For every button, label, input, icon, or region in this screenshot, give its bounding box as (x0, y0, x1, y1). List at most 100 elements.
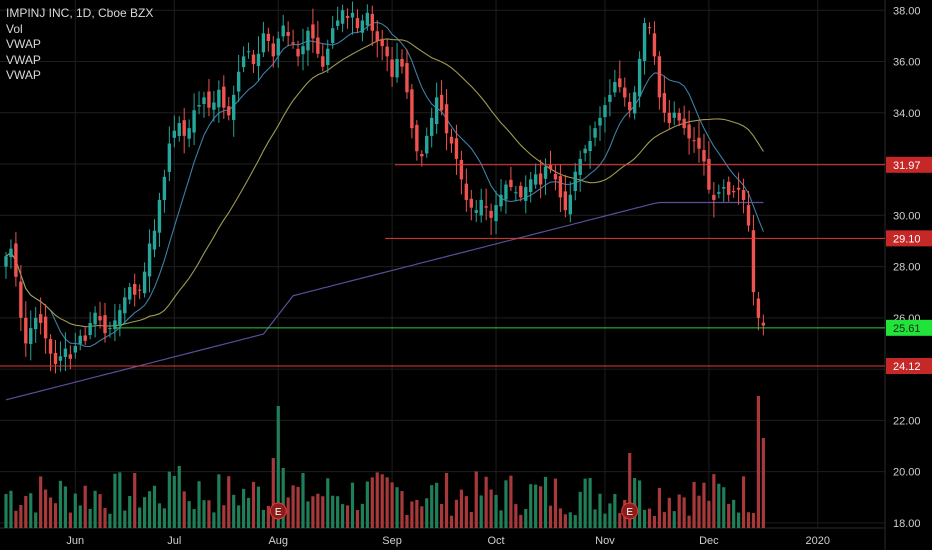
candle-body (340, 10, 345, 24)
volume-bar (529, 484, 533, 528)
candle-body (613, 82, 617, 93)
price-level-badge: 29.10 (886, 230, 932, 247)
candle-body (113, 320, 117, 330)
price-level-badge-box (886, 156, 932, 173)
candle-body (311, 24, 315, 39)
candle-body (103, 315, 107, 334)
candle-body (128, 287, 132, 300)
volume-series (4, 396, 765, 528)
volume-bar (682, 497, 686, 528)
price-level-badge: 31.97 (886, 156, 932, 173)
candle-body (707, 158, 711, 190)
candle-body (157, 199, 162, 233)
candle-body (98, 316, 102, 321)
candle-body (543, 166, 548, 179)
volume-bar (212, 512, 216, 528)
candle-body (380, 38, 384, 47)
volume-bar (509, 475, 513, 528)
candle-body (162, 176, 167, 201)
candle-body (444, 104, 449, 134)
candle-body (608, 94, 612, 102)
candle-body (93, 312, 97, 325)
candle-body (563, 191, 568, 211)
volume-bar (746, 512, 751, 528)
candle-body (236, 71, 241, 92)
candle-body (588, 140, 592, 152)
candle-body (568, 194, 572, 215)
candle-body (628, 101, 632, 111)
candle-body (746, 205, 751, 226)
volume-bar (662, 512, 666, 528)
volume-bar (712, 474, 716, 528)
candle-body (172, 130, 176, 138)
candle-body (38, 314, 43, 323)
volume-bar (613, 494, 617, 528)
candle-body (261, 33, 266, 53)
candle-body (717, 192, 721, 194)
candle-body (474, 210, 478, 213)
volume-bar (628, 453, 632, 528)
candle-body (281, 25, 285, 37)
candle-body (88, 322, 92, 336)
candle-body (365, 12, 370, 26)
candle-body (14, 243, 18, 277)
candle-body (489, 210, 493, 218)
volume-bar (108, 513, 112, 528)
volume-bar (217, 474, 221, 528)
candle-body (43, 316, 48, 339)
candle-body (63, 348, 68, 357)
price-tick-label: 18.00 (893, 518, 921, 530)
volume-bar (568, 512, 572, 528)
ma-fast-line (5, 21, 764, 348)
candle-body (73, 346, 77, 353)
grid (0, 0, 885, 528)
candle-body (331, 28, 335, 43)
price-tick-label: 38.00 (893, 5, 921, 17)
price-tick-label: 22.00 (893, 415, 921, 427)
candle-body (321, 56, 325, 67)
volume-bar (365, 481, 369, 528)
time-tick-label: Oct (487, 535, 504, 547)
candle-body (598, 117, 602, 126)
candle-body (192, 110, 196, 133)
candle-body (509, 179, 513, 188)
volume-bar (336, 496, 340, 528)
volume-bar (499, 510, 503, 528)
volume-bar (63, 486, 67, 528)
volume-bar (608, 503, 612, 528)
candle-body (83, 335, 87, 341)
candle-body (167, 143, 172, 172)
volume-bar (331, 495, 335, 528)
price-tick-label: 34.00 (893, 108, 921, 120)
candle-body (741, 190, 746, 200)
volume-bar (9, 490, 13, 528)
chart-legend: IMPINJ INC, 1D, Cboe BZX Vol VWAP VWAP V… (6, 6, 153, 84)
volume-bar (489, 489, 493, 528)
candle-body (246, 51, 251, 53)
price-level-label: 31.97 (893, 160, 921, 172)
volume-bar (435, 482, 439, 528)
volume-bar (227, 476, 231, 528)
legend-title: IMPINJ INC, 1D, Cboe BZX (6, 6, 154, 20)
volume-bar (237, 505, 241, 528)
candle-body (390, 59, 394, 77)
volume-bar (702, 482, 706, 528)
volume-bar (732, 499, 736, 528)
earnings-marker: E (269, 502, 287, 520)
volume-bar (395, 487, 399, 528)
volume-bar (202, 500, 206, 528)
volume-bar (360, 503, 364, 528)
candle-body (514, 192, 518, 194)
candle-body (632, 92, 637, 114)
candle-body (241, 56, 246, 68)
candle-body (529, 179, 533, 192)
earnings-marker-label: E (275, 507, 282, 518)
earnings-marker-circle (621, 502, 639, 520)
volume-bar (232, 494, 236, 528)
volume-bar (311, 496, 315, 528)
volume-bar (19, 505, 23, 528)
time-tick-label: Jul (167, 535, 181, 547)
earnings-marker: E (621, 502, 639, 520)
candle-body (434, 97, 439, 125)
